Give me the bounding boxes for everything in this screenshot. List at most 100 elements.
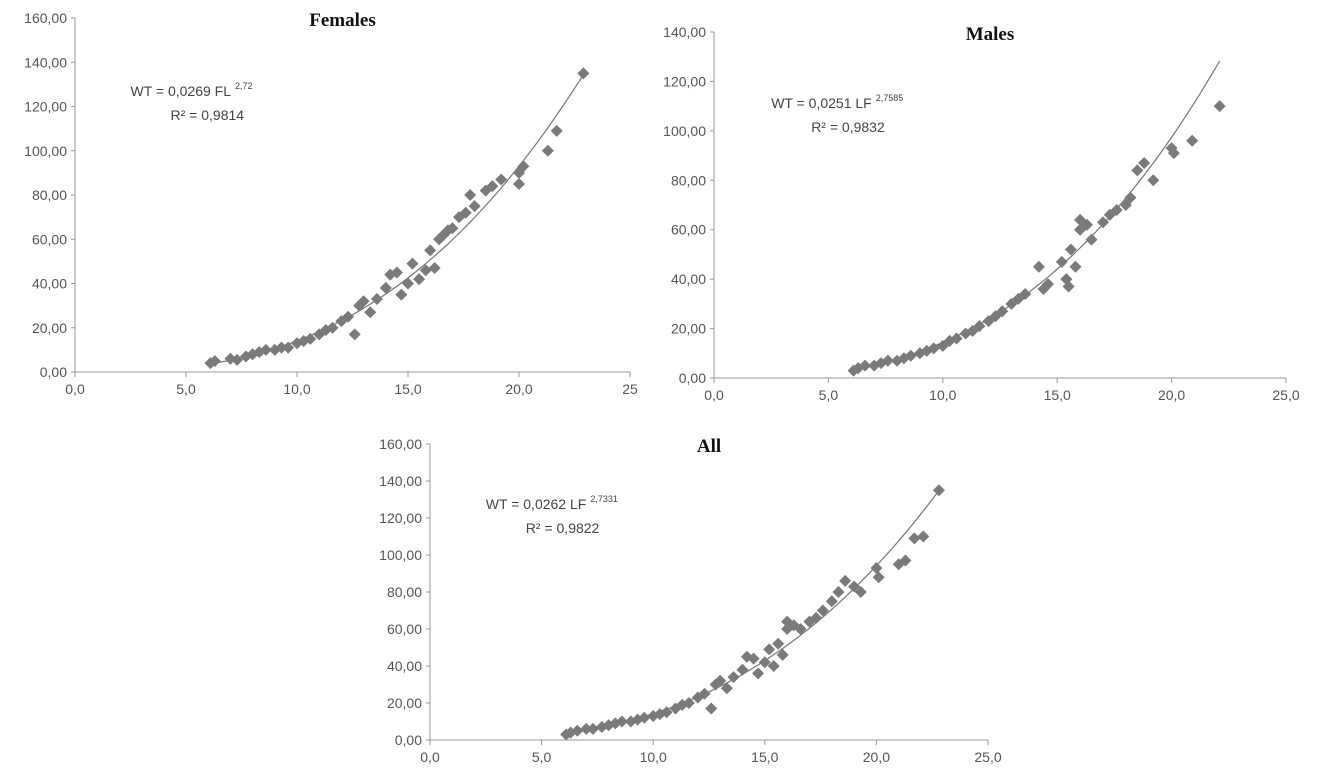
data-point [872,571,885,584]
y-tick-label: 40,00 [32,276,67,292]
data-point [899,554,912,567]
data-point [1064,243,1077,256]
y-tick-label: 100,00 [379,547,422,563]
y-tick-label: 160,00 [24,10,67,26]
trendline [563,490,940,735]
y-tick-label: 80,00 [32,187,67,203]
data-point [1110,203,1123,216]
data-point [1131,164,1144,177]
x-tick-label: 10,0 [929,387,956,403]
data-point [1019,287,1032,300]
data-point [379,281,392,294]
y-tick-label: 60,00 [32,231,67,247]
data-point [839,574,852,587]
x-tick-label: 5,0 [532,749,552,765]
y-tick-label: 140,00 [379,473,422,489]
x-tick-label: 15,0 [394,381,421,397]
data-point [580,722,593,735]
data-point [550,124,563,137]
data-point [913,347,926,360]
data-point [208,354,221,367]
data-point [348,328,361,341]
data-point [996,305,1009,318]
x-tick-label: 15,0 [1044,387,1071,403]
data-point [950,332,963,345]
data-point [776,648,789,661]
data-point [1167,147,1180,160]
data-point [370,292,383,305]
data-point [904,349,917,362]
data-point [810,611,823,624]
chart-males: 0,00 20,00 40,00 60,00 80,00 100,00 120,00 140,… [663,24,1300,403]
data-point [881,354,894,367]
data-point [326,321,339,334]
data-point [413,273,426,286]
data-point [406,257,419,270]
equation-exponent: 2,7331 [590,494,618,504]
data-point [763,643,776,656]
data-point [859,359,872,372]
data-point [870,561,883,574]
data-point [794,623,807,635]
x-tick-label: 5,0 [819,387,839,403]
x-tick-label: 20,0 [1158,387,1185,403]
data-point [390,266,403,279]
data-point [1069,260,1082,273]
data-point [586,722,599,735]
y-tick-label: 20,00 [32,320,67,336]
data-point [917,530,930,543]
data-point [231,353,244,366]
data-point [1055,255,1068,268]
y-tick-label: 100,00 [24,143,67,159]
data-point [1124,191,1137,204]
data-point [848,580,861,593]
data-point [428,262,441,275]
data-point [638,711,651,724]
y-tick-label: 160,00 [379,436,422,452]
data-point [736,663,749,676]
data-point [571,724,584,737]
x-tick-label: 10,0 [640,749,667,765]
data-point [787,619,800,632]
data-point [816,604,829,617]
data-point [868,359,881,372]
data-point [1085,233,1098,246]
data-point [495,173,508,186]
equation-label: WT = 0,0251 LF [771,95,872,111]
data-point [676,698,689,711]
x-tick-label: 10,0 [283,381,310,397]
y-tick-label: 100,00 [663,123,706,139]
x-tick-label: 25,0 [974,749,1001,765]
data-point [424,244,437,257]
y-tick-label: 120,00 [379,510,422,526]
data-point [682,697,695,709]
data-point [1060,273,1073,286]
y-tick-label: 60,00 [387,621,422,637]
x-tick-label: 0,0 [704,387,724,403]
equation-label: WT = 0,0269 FL [131,83,232,99]
data-point [720,682,733,695]
data-point [772,637,785,650]
y-tick-label: 80,00 [387,584,422,600]
trendline [851,60,1221,370]
data-point [513,177,525,190]
data-point [932,484,945,497]
y-tick-label: 120,00 [24,99,67,115]
data-point [767,660,780,672]
y-tick-label: 40,00 [671,271,706,287]
data-point [419,264,432,277]
y-tick-label: 0,00 [40,364,67,380]
equation-label: WT = 0,0262 LF [486,496,587,512]
y-tick-label: 80,00 [671,172,706,188]
r-squared-label: R² = 0,9814 [171,107,245,123]
x-tick-label: 15,0 [751,749,778,765]
equation-exponent: 2,72 [235,81,253,91]
r-squared-label: R² = 0,9832 [811,119,885,135]
y-tick-label: 120,00 [663,73,706,89]
x-tick-label: 25 [622,381,638,397]
data-point [459,206,472,219]
data-point [758,656,771,669]
chart-title: All [697,436,721,457]
x-tick-label: 20,0 [505,381,532,397]
data-point [402,277,414,290]
